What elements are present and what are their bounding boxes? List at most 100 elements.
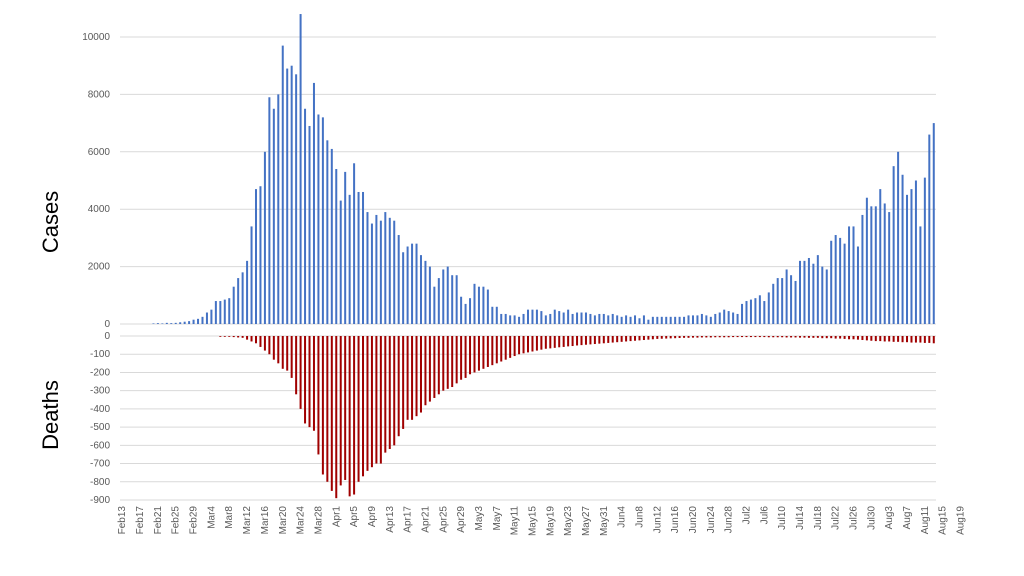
- x-tick-label: May23: [563, 506, 574, 536]
- x-tick-label: Apr25: [438, 506, 449, 533]
- cases-bar: [344, 171, 347, 324]
- deaths-bar: [718, 336, 721, 338]
- deaths-axis-title: Deaths: [38, 380, 63, 450]
- cases-bar: [491, 306, 494, 324]
- x-tick-label: Aug19: [956, 506, 967, 535]
- cases-bar: [442, 269, 445, 324]
- deaths-bar: [848, 336, 851, 340]
- cases-bar: [830, 240, 833, 324]
- deaths-bar: [228, 336, 231, 337]
- deaths-bar: [513, 336, 516, 357]
- cases-bar: [870, 206, 873, 324]
- deaths-tick-label: -100: [90, 349, 110, 360]
- deaths-bar: [678, 336, 681, 339]
- cases-bar: [616, 315, 619, 324]
- deaths-y-axis-ticks: 0 -100 -200 -300 -400 -500 -600 -700 -800 -900: [90, 331, 110, 506]
- x-tick-label: Jun8: [634, 506, 645, 528]
- deaths-bar: [736, 336, 739, 338]
- deaths-bar: [281, 336, 284, 369]
- cases-bar: [696, 315, 699, 324]
- cases-bar: [460, 296, 463, 324]
- deaths-bar: [683, 336, 686, 338]
- deaths-bar: [816, 336, 819, 338]
- deaths-tick-label: -900: [90, 495, 110, 506]
- deaths-bar: [883, 336, 886, 342]
- deaths-bar: [932, 336, 935, 344]
- deaths-bar: [295, 336, 298, 395]
- deaths-bar: [379, 336, 382, 464]
- cases-bar: [406, 246, 409, 324]
- deaths-bar: [732, 336, 735, 338]
- deaths-bar: [647, 336, 650, 340]
- cases-bar: [237, 278, 240, 324]
- cases-bar: [263, 151, 266, 324]
- deaths-bar: [754, 336, 757, 338]
- deaths-bar: [477, 336, 480, 371]
- cases-bar: [326, 140, 329, 324]
- deaths-bar: [767, 336, 770, 338]
- cases-bar: [455, 275, 458, 324]
- deaths-bar: [611, 336, 614, 343]
- deaths-bar: [491, 336, 494, 366]
- cases-bar: [874, 206, 877, 324]
- x-tick-label: Jul18: [813, 506, 824, 530]
- deaths-bar: [879, 336, 882, 342]
- cases-bar: [687, 315, 690, 324]
- cases-bar: [584, 312, 587, 324]
- x-tick-label: Feb21: [153, 506, 164, 535]
- deaths-bar: [807, 336, 810, 338]
- deaths-bar: [299, 336, 302, 409]
- x-tick-label: Aug11: [920, 506, 931, 535]
- cases-bar: [402, 252, 405, 324]
- deaths-bar: [460, 336, 463, 380]
- deaths-bar: [651, 336, 654, 340]
- cases-bar: [718, 312, 721, 324]
- cases-bar: [317, 114, 320, 325]
- deaths-bar: [669, 336, 672, 339]
- deaths-bar: [406, 336, 409, 420]
- cases-bar: [535, 309, 538, 324]
- deaths-bar: [223, 336, 226, 337]
- x-tick-label: Jun20: [688, 506, 699, 534]
- x-tick-label: Mar20: [278, 506, 289, 535]
- cases-tick-label: 2000: [88, 262, 111, 273]
- cases-bar: [375, 214, 378, 324]
- cases-bar: [513, 315, 516, 324]
- deaths-bar: [397, 336, 400, 437]
- deaths-bar: [714, 336, 717, 338]
- cases-bar: [638, 318, 641, 324]
- cases-bar: [210, 309, 213, 324]
- cases-bar: [571, 313, 574, 324]
- cases-bar: [241, 272, 244, 324]
- deaths-bar: [794, 336, 797, 338]
- deaths-bar: [446, 336, 449, 389]
- deaths-bar: [749, 336, 752, 338]
- cases-axis-title: Cases: [38, 191, 63, 253]
- cases-bar: [531, 309, 534, 324]
- deaths-bar: [790, 336, 793, 338]
- deaths-bar: [290, 336, 293, 378]
- deaths-bar: [375, 336, 378, 464]
- cases-bar: [807, 257, 810, 324]
- cases-bar: [156, 323, 159, 324]
- deaths-bar: [709, 336, 712, 338]
- deaths-bar: [482, 336, 485, 369]
- cases-bar: [339, 200, 342, 324]
- cases-bar: [634, 315, 637, 324]
- x-tick-label: Jul2: [741, 506, 752, 525]
- cases-bar: [384, 212, 387, 324]
- cases-bar: [660, 316, 663, 324]
- deaths-tick-label: -400: [90, 404, 110, 415]
- deaths-bar: [464, 336, 467, 378]
- deaths-bar: [286, 336, 289, 371]
- deaths-bar: [518, 336, 521, 355]
- deaths-bar: [495, 336, 498, 364]
- deaths-bar: [232, 336, 235, 338]
- deaths-bar: [348, 336, 351, 497]
- cases-bar: [611, 313, 614, 324]
- x-tick-label: Apr1: [331, 506, 342, 528]
- deaths-tick-label: -600: [90, 440, 110, 451]
- cases-bar: [839, 237, 842, 324]
- cases-bar: [580, 312, 583, 324]
- cases-bar: [179, 322, 182, 324]
